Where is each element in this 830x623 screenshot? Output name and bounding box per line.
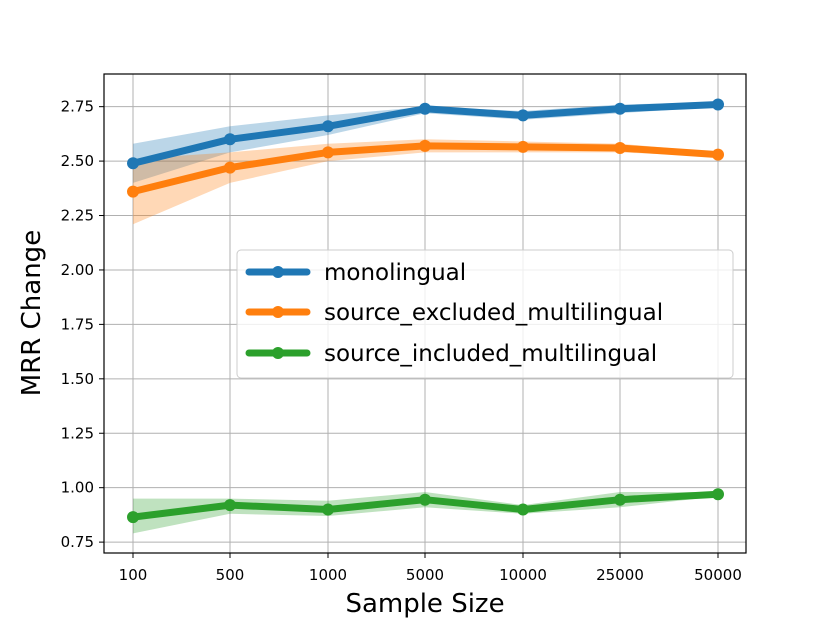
data-point-source_excluded_multilingual [614,142,626,154]
data-point-source_included_multilingual [322,503,334,516]
data-point-source_included_multilingual [614,493,626,506]
y-tick-label: 1.50 [61,370,94,388]
legend: monolingual source_excluded_multilinguals… [236,249,734,379]
legend-label: source_excluded_multilingual [324,300,663,326]
legend-marker [272,347,284,359]
x-tick-label: 5000 [406,566,444,584]
confidence-band-monolingual [133,102,718,183]
series-lines [127,98,724,524]
data-point-source_excluded_multilingual [127,185,139,198]
data-point-source_included_multilingual [224,499,236,512]
data-point-monolingual [614,102,626,115]
x-tick-label: 100 [119,566,148,584]
legend-marker [272,266,284,278]
data-point-monolingual [322,120,334,133]
legend-box [236,249,734,379]
x-tick-label: 500 [216,566,245,584]
data-point-monolingual [224,133,236,146]
data-point-monolingual [419,102,431,115]
data-point-source_excluded_multilingual [224,161,236,174]
y-tick-label: 2.25 [61,207,94,225]
data-point-source_excluded_multilingual [419,139,431,152]
y-tick-label: 1.75 [61,315,94,333]
legend-label: monolingual [324,260,466,286]
y-tick-label: 1.00 [61,479,94,497]
legend-marker [272,306,284,318]
data-point-source_included_multilingual [419,493,431,506]
y-tick-label: 1.25 [61,424,94,442]
legend-label: source_included_multilingual [324,341,657,367]
x-tick-label: 10000 [499,566,547,584]
x-tick-label: 25000 [596,566,644,584]
y-axis-label: MRR Change [17,230,47,396]
y-axis-ticks: 0.75 1.00 1.25 1.50 1.75 2.00 2.25 2.50 2.75 [61,98,104,551]
data-point-monolingual [127,157,139,170]
data-point-source_included_multilingual [517,503,529,516]
y-tick-label: 2.50 [61,152,94,170]
x-tick-label: 1000 [309,566,347,584]
data-point-monolingual [517,109,529,122]
x-axis-ticks: 100 500 1000 5000 10000 25000 50000 [119,553,742,584]
data-point-source_included_multilingual [712,488,724,501]
data-point-source_included_multilingual [127,511,139,524]
y-tick-label: 2.75 [61,98,94,116]
data-point-source_excluded_multilingual [322,146,334,159]
y-tick-label: 2.00 [61,261,94,279]
data-point-monolingual [712,98,724,111]
data-point-source_excluded_multilingual [712,148,724,161]
y-tick-label: 0.75 [61,533,94,551]
data-point-source_excluded_multilingual [517,140,529,153]
x-axis-label: Sample Size [345,589,504,619]
x-tick-label: 50000 [694,566,742,584]
